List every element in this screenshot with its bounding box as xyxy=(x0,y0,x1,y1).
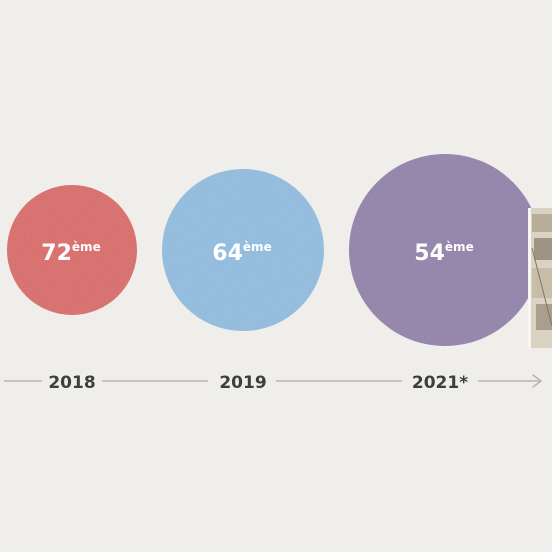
bubble-value-label: 64ème xyxy=(212,240,271,266)
labels: 72ème 2018 64ème 2019 54ème 2021* xyxy=(41,240,473,393)
bubble-0 xyxy=(7,185,137,315)
bubble-1 xyxy=(162,169,324,331)
timeline-axis xyxy=(4,374,543,388)
year-label: 2018 xyxy=(48,373,95,393)
year-label: 2021* xyxy=(412,373,468,393)
axis-arrow-icon xyxy=(532,374,543,388)
bubbles xyxy=(7,154,541,346)
bubble-2 xyxy=(349,154,541,346)
photo-edge-image xyxy=(526,208,552,348)
bubble-value-label: 72ème xyxy=(41,240,100,266)
year-label: 2019 xyxy=(219,373,266,393)
bubble-value-label: 54ème xyxy=(414,240,473,266)
